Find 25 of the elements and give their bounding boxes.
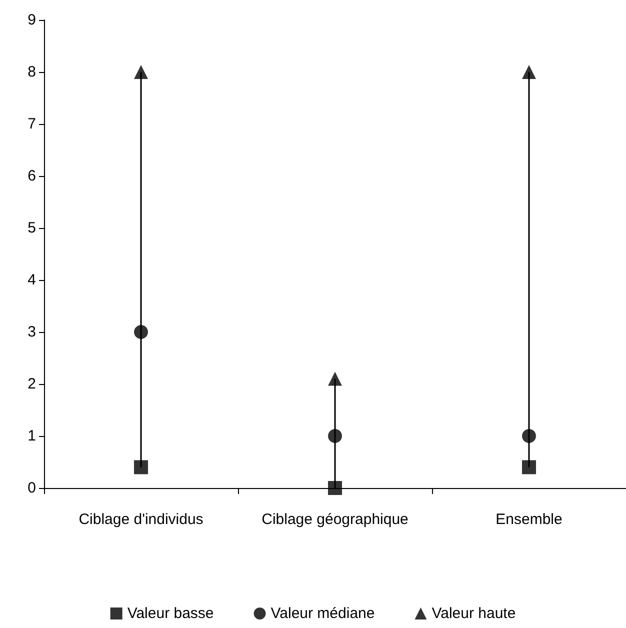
point [134,65,148,79]
y-tick-label: 2 [28,376,36,392]
y-tick-label: 1 [28,428,36,444]
y-tick-label: 6 [28,168,36,184]
legend-label: Valeur basse [127,605,214,622]
y-tick-label: 8 [28,64,36,80]
point [134,325,148,339]
y-tick-label: 9 [28,12,36,28]
y-tick-label: 3 [28,324,36,340]
x-tick-label: Ciblage géographique [262,511,408,528]
point [328,372,342,386]
point [328,429,342,443]
point [134,460,148,474]
y-tick-label: 4 [28,272,36,288]
point [522,429,536,443]
point [328,481,342,495]
point [522,65,536,79]
y-tick-label: 7 [28,116,36,132]
y-tick-label: 0 [28,480,36,496]
y-tick-label: 5 [28,220,36,236]
x-tick-label: Ciblage d'individus [78,511,204,528]
legend-label: Valeur médiane [270,605,375,622]
point [522,460,536,474]
legend-label: Valeur haute [432,605,516,622]
x-tick-label: Ensemble [496,511,562,528]
